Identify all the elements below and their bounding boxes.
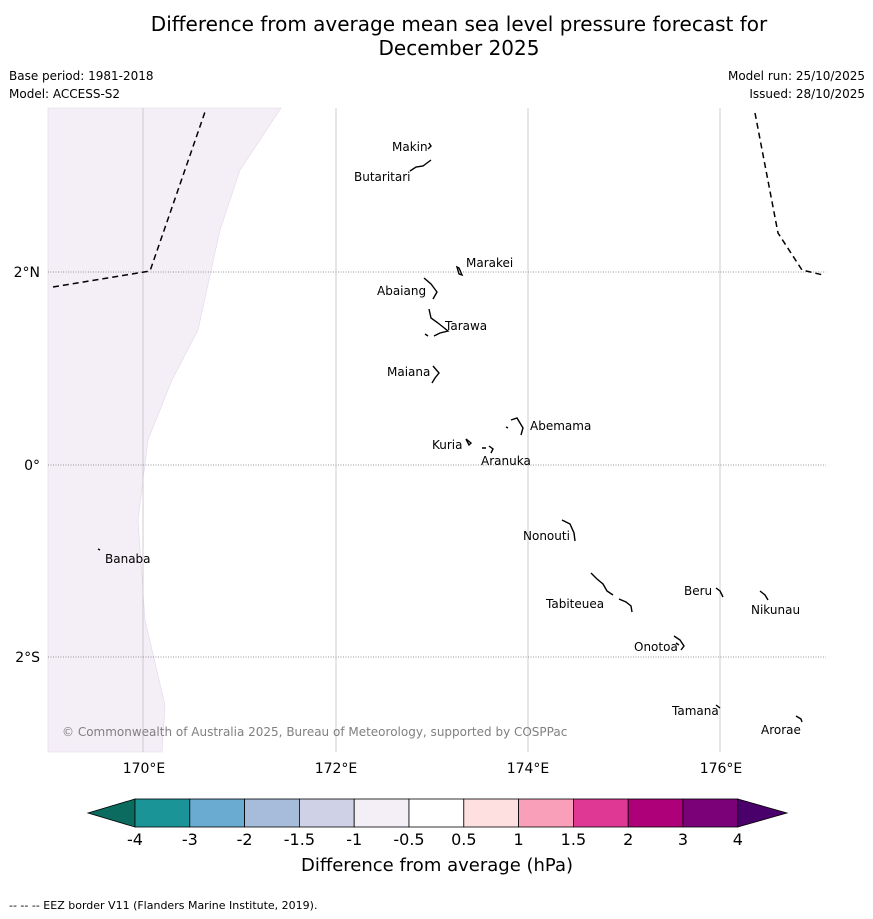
- island-label-beru: Beru: [684, 584, 712, 598]
- island-shape-abemama: [510, 417, 524, 436]
- colorbar-segment: [682, 798, 739, 828]
- eez-border-east: [754, 112, 824, 276]
- island-label-banaba: Banaba: [105, 552, 151, 566]
- colorbar-extend-high: [737, 798, 789, 828]
- colorbar-segment: [408, 798, 465, 828]
- latitude-gridlines: [48, 271, 826, 658]
- map-copyright: © Commonwealth of Australia 2025, Bureau…: [62, 725, 567, 739]
- anomaly-shading-region: [47, 107, 282, 753]
- island-shape-arorae: [795, 715, 803, 723]
- eez-footnote: -- -- -- EEZ border V11 (Flanders Marine…: [9, 899, 318, 912]
- colorbar-tick-label: 1: [514, 830, 524, 849]
- lon-label-172e: 172°E: [315, 761, 358, 777]
- colorbar-tick-label: -1.5: [284, 830, 315, 849]
- island-label-makin: Makin: [392, 140, 428, 154]
- lon-label-176e: 176°E: [700, 761, 743, 777]
- colorbar-legend: -4 -3 -2 -1.5 -1 -0.5 0.5 1 1.5 2 3 4 Difference fr…: [86, 798, 789, 876]
- eez-border-west: [52, 108, 207, 288]
- issued-date: Issued: 28/10/2025: [749, 87, 865, 101]
- island-shape-tarawa-west: [424, 333, 429, 337]
- island-shape-nikunau: [759, 590, 769, 601]
- island-shape-abaiang: [423, 277, 438, 300]
- colorbar-segment: [189, 798, 246, 828]
- colorbar-tick-label: -4: [127, 830, 143, 849]
- meta-right: Model run: 25/10/2025 Issued: 28/10/2025: [728, 67, 865, 103]
- island-shape-tabiteuea-south: [618, 598, 633, 613]
- island-label-maiana: Maiana: [387, 365, 430, 379]
- longitude-gridlines: [142, 108, 721, 752]
- island-label-tamana: Tamana: [671, 704, 719, 718]
- colorbar-segment: [463, 798, 519, 828]
- lat-label-0: 0°: [24, 458, 40, 474]
- island-label-nonouti: Nonouti: [523, 529, 570, 543]
- forecast-map: Makin Butaritari Marakei Abaiang Tarawa …: [14, 107, 826, 777]
- island-labels: Makin Butaritari Marakei Abaiang Tarawa …: [105, 140, 801, 737]
- colorbar-segment: [518, 798, 574, 828]
- island-shape-maiana: [431, 365, 440, 384]
- title-line-2: December 2025: [378, 36, 540, 60]
- colorbar-segment: [573, 798, 629, 828]
- colorbar-tick-label: -2: [237, 830, 253, 849]
- colorbar-segment: [627, 798, 684, 828]
- island-shape-makin: [427, 142, 432, 150]
- island-label-abaiang: Abaiang: [377, 284, 426, 298]
- island-shape-abemama-islet: [505, 426, 509, 429]
- colorbar-tick-label: -0.5: [393, 830, 424, 849]
- island-shape-butaritari: [409, 159, 432, 172]
- island-shape-tarawa: [428, 308, 450, 337]
- title-line-1: Difference from average mean sea level p…: [150, 12, 768, 36]
- island-shape-beru: [715, 587, 724, 598]
- island-label-tarawa: Tarawa: [444, 319, 487, 333]
- lat-label-2s: 2°S: [15, 650, 40, 666]
- island-shape-onotoa: [673, 635, 685, 651]
- colorbar-segment: [244, 798, 300, 828]
- page-title: Difference from average mean sea level p…: [0, 12, 873, 60]
- island-label-abemama: Abemama: [530, 419, 591, 433]
- lon-label-174e: 174°E: [507, 761, 550, 777]
- colorbar-tick-label: 1.5: [561, 830, 586, 849]
- island-shape-banaba: [97, 548, 101, 551]
- island-label-aranuka: Aranuka: [481, 454, 531, 468]
- island-shape-aranuka: [482, 445, 494, 454]
- island-shape-marakei: [455, 265, 464, 277]
- island-label-onotoa: Onotoa: [634, 640, 678, 654]
- latitude-axis-labels: 2°N 0° 2°S: [14, 265, 41, 666]
- colorbar-tick-label: 3: [678, 830, 688, 849]
- colorbar-segment: [353, 798, 410, 828]
- colorbar-extend-low: [86, 798, 136, 828]
- eez-borders: [52, 108, 824, 288]
- island-label-tabiteuea: Tabiteuea: [545, 597, 604, 611]
- model-name: Model: ACCESS-S2: [9, 87, 121, 101]
- island-outlines: [97, 142, 803, 723]
- colorbar-tick-labels: -4 -3 -2 -1.5 -1 -0.5 0.5 1 1.5 2 3 4: [127, 830, 743, 849]
- colorbar-segment: [298, 798, 355, 828]
- lat-label-2n: 2°N: [14, 265, 40, 281]
- longitude-axis-labels: 170°E 172°E 174°E 176°E: [123, 761, 743, 777]
- island-label-nikunau: Nikunau: [751, 603, 800, 617]
- island-label-butaritari: Butaritari: [354, 170, 411, 184]
- island-label-kuria: Kuria: [432, 438, 463, 452]
- lon-label-170e: 170°E: [123, 761, 166, 777]
- colorbar-label: Difference from average (hPa): [301, 855, 573, 876]
- colorbar-tick-label: -3: [182, 830, 198, 849]
- colorbar-segments: [86, 798, 789, 828]
- model-run: Model run: 25/10/2025: [727, 69, 865, 83]
- base-period: Base period: 1981-2018: [9, 69, 154, 83]
- colorbar-tick-label: 4: [733, 830, 743, 849]
- island-shape-kuria: [465, 438, 473, 447]
- meta-left: Base period: 1981-2018 Model: ACCESS-S2: [9, 67, 154, 103]
- island-label-marakei: Marakei: [466, 256, 513, 270]
- island-shape-tabiteuea-north: [590, 572, 614, 596]
- colorbar-tick-label: 0.5: [451, 830, 476, 849]
- island-shape-nonouti: [561, 519, 576, 542]
- island-shape-tamana: [715, 704, 721, 709]
- colorbar-tick-label: -1: [346, 830, 362, 849]
- colorbar-tick-label: 2: [623, 830, 633, 849]
- island-label-arorae: Arorae: [761, 723, 801, 737]
- colorbar-segment: [134, 798, 191, 828]
